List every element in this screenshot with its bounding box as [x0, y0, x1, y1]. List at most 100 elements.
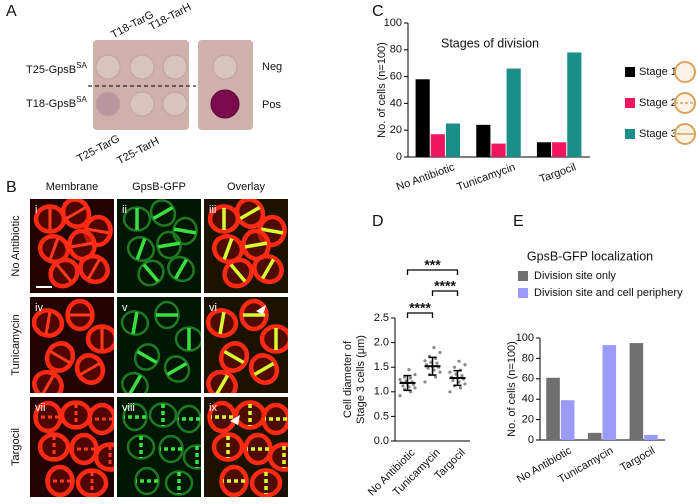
- cell: [176, 404, 201, 434]
- septum: [48, 238, 60, 260]
- cell: [205, 308, 239, 338]
- cell: [78, 253, 110, 285]
- legend-swatch: [518, 288, 528, 298]
- data-point: [438, 370, 442, 374]
- cell: [122, 402, 148, 432]
- micrograph: ix: [204, 397, 288, 497]
- data-point: [423, 359, 427, 363]
- legend-label: Stage 2: [639, 97, 677, 109]
- bar: [552, 142, 567, 157]
- arrowhead: [256, 305, 266, 315]
- bar: [430, 134, 445, 157]
- data-point: [426, 366, 430, 370]
- septum: [79, 362, 101, 376]
- cell: [149, 199, 177, 227]
- cell: [74, 353, 106, 385]
- data-point: [451, 378, 455, 383]
- gfp-ring: [148, 402, 178, 428]
- panel-numeral: vii: [35, 402, 45, 414]
- septum: [260, 258, 276, 280]
- y-axis-label: No. of cells (n=100): [506, 341, 518, 437]
- significance-bracket: [406, 269, 459, 275]
- bar: [491, 143, 506, 157]
- cell: [243, 432, 273, 466]
- cell: [37, 432, 71, 462]
- y-tick-label: 80: [390, 44, 402, 56]
- cell: [133, 343, 161, 371]
- gfp-ring: [126, 434, 156, 460]
- gfp-ring: [122, 402, 148, 432]
- septum: [214, 374, 230, 393]
- gfp-ring: [149, 199, 177, 227]
- y-axis-label: Cell diameter of: [342, 340, 354, 418]
- bar: [536, 142, 552, 157]
- y-tick-label: 80: [522, 352, 534, 364]
- y-tick-label: 100: [384, 17, 402, 29]
- cell: [33, 204, 67, 234]
- x-tick-label: Targocil: [538, 161, 578, 185]
- septum: [41, 374, 55, 393]
- bar: [546, 377, 560, 440]
- micrograph: viii: [117, 397, 201, 497]
- data-point: [401, 384, 405, 388]
- y-tick-label: 0.0: [374, 435, 389, 447]
- cell: [219, 464, 249, 497]
- cell: [164, 470, 194, 496]
- cell: [211, 234, 245, 264]
- cell: [154, 300, 180, 330]
- spots: [95, 54, 240, 119]
- y-tick-label: 60: [522, 373, 534, 385]
- control-label: Pos: [262, 99, 281, 111]
- septum: [229, 263, 247, 283]
- data-point: [423, 380, 427, 384]
- cell: [174, 326, 201, 352]
- data-point: [458, 386, 463, 390]
- legend-label: Stage 1: [639, 66, 677, 78]
- gfp-ring: [167, 255, 195, 283]
- data-point: [457, 359, 461, 363]
- data-point: [413, 372, 417, 377]
- cell: [122, 206, 152, 232]
- column-header: GpsB-GFP: [132, 181, 186, 193]
- cell: [267, 442, 288, 472]
- micrograph: i: [30, 199, 114, 293]
- bar: [445, 123, 461, 157]
- septum: [244, 241, 268, 249]
- data-point: [433, 375, 438, 379]
- cell: [218, 341, 250, 373]
- bar: [587, 432, 602, 440]
- col-label: T25-TarG: [75, 133, 122, 165]
- micrograph: vi: [204, 297, 288, 393]
- gfp-ring: [158, 434, 184, 464]
- significance-bracket: [406, 312, 434, 318]
- cell: [234, 199, 266, 229]
- cell: [239, 298, 269, 332]
- gfp-ring: [133, 343, 161, 371]
- data-point: [408, 376, 413, 380]
- y-tick-label: 0: [396, 151, 402, 163]
- cell: [44, 341, 76, 373]
- bar: [602, 345, 617, 440]
- septum: [135, 238, 147, 260]
- gfp-ring: [126, 236, 156, 262]
- panel-numeral: iv: [35, 302, 43, 314]
- y-tick-label: 2.5: [374, 312, 389, 324]
- legend-label: Division site only: [534, 270, 616, 282]
- cell: [172, 216, 198, 246]
- bar: [415, 79, 430, 157]
- panel-numeral: viii: [122, 402, 135, 414]
- cell: [137, 259, 165, 287]
- y-tick-label: 1.5: [374, 361, 389, 373]
- panel-numeral: vi: [209, 302, 217, 314]
- bar: [567, 52, 582, 158]
- y-tick-label: 40: [390, 97, 402, 109]
- legend-swatch: [625, 129, 635, 139]
- septum: [157, 241, 181, 249]
- septum: [131, 311, 139, 335]
- bar: [476, 124, 491, 157]
- septum: [127, 374, 143, 393]
- cell: [259, 324, 288, 354]
- bar: [560, 400, 575, 440]
- bar: [629, 343, 644, 440]
